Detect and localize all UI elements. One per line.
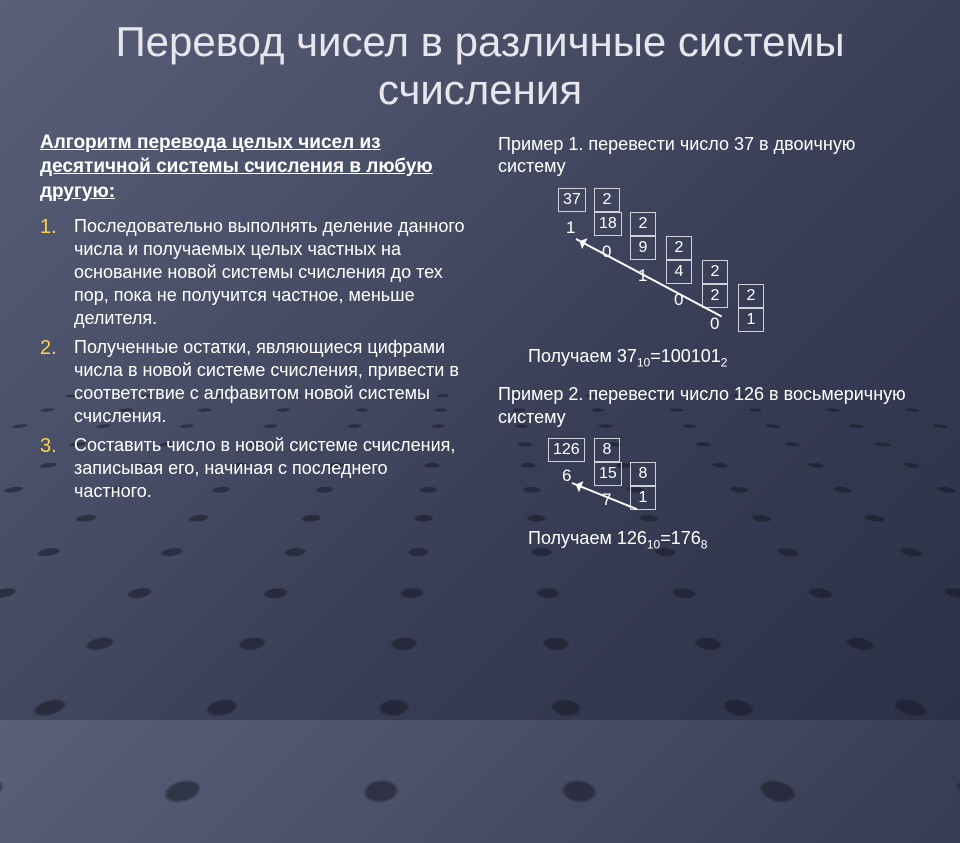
divisor-cell: 2 bbox=[738, 284, 764, 308]
step-1: Последовательно выполнять деление данног… bbox=[40, 215, 470, 330]
dividend-cell: 2 bbox=[702, 284, 728, 308]
step-2: Полученные остатки, являющиеся цифрами ч… bbox=[40, 336, 470, 428]
example1-result: Получаем 3710=1001012 bbox=[528, 346, 920, 370]
dividend-cell: 1 bbox=[738, 308, 764, 332]
dividend-cell: 126 bbox=[548, 438, 585, 462]
example2-title: Пример 2. перевести число 126 в восьмери… bbox=[498, 383, 920, 428]
divisor-cell: 8 bbox=[630, 462, 656, 486]
example2-result: Получаем 12610=1768 bbox=[528, 528, 920, 552]
dividend-cell: 4 bbox=[666, 260, 692, 284]
result-text: Получаем 37 bbox=[528, 346, 637, 366]
dividend-cell: 37 bbox=[558, 188, 586, 212]
example1-division: 37 2 18 2 9 2 4 2 2 2 1 1 0 1 0 0 bbox=[558, 188, 920, 338]
algorithm-column: Алгоритм перевода целых чисел из десятич… bbox=[40, 131, 470, 566]
example2-division: 126 8 15 8 1 6 7 bbox=[548, 438, 920, 522]
remainder: 0 bbox=[710, 314, 719, 334]
result-sub: 10 bbox=[637, 355, 650, 369]
divisor-cell: 2 bbox=[594, 188, 620, 212]
dividend-cell: 15 bbox=[594, 462, 622, 486]
result-text: =100101 bbox=[650, 346, 721, 366]
page-title: Перевод чисел в различные системы счисле… bbox=[40, 18, 920, 115]
divisor-cell: 8 bbox=[594, 438, 620, 462]
dividend-cell: 9 bbox=[630, 236, 656, 260]
result-sub: 8 bbox=[701, 538, 708, 552]
remainder: 7 bbox=[602, 490, 611, 510]
algorithm-heading: Алгоритм перевода целых чисел из десятич… bbox=[40, 131, 470, 205]
dividend-cell: 18 bbox=[594, 212, 622, 236]
divisor-cell: 2 bbox=[630, 212, 656, 236]
examples-column: Пример 1. перевести число 37 в двоичную … bbox=[498, 131, 920, 566]
divisor-cell: 2 bbox=[666, 236, 692, 260]
example1-title: Пример 1. перевести число 37 в двоичную … bbox=[498, 133, 920, 178]
result-sub: 2 bbox=[721, 355, 728, 369]
result-sub: 10 bbox=[647, 538, 660, 552]
result-text: Получаем 126 bbox=[528, 528, 647, 548]
remainder: 1 bbox=[566, 218, 575, 238]
algorithm-steps: Последовательно выполнять деление данног… bbox=[40, 215, 470, 503]
step-3: Составить число в новой системе счислени… bbox=[40, 434, 470, 503]
divisor-cell: 2 bbox=[702, 260, 728, 284]
result-text: =176 bbox=[660, 528, 701, 548]
